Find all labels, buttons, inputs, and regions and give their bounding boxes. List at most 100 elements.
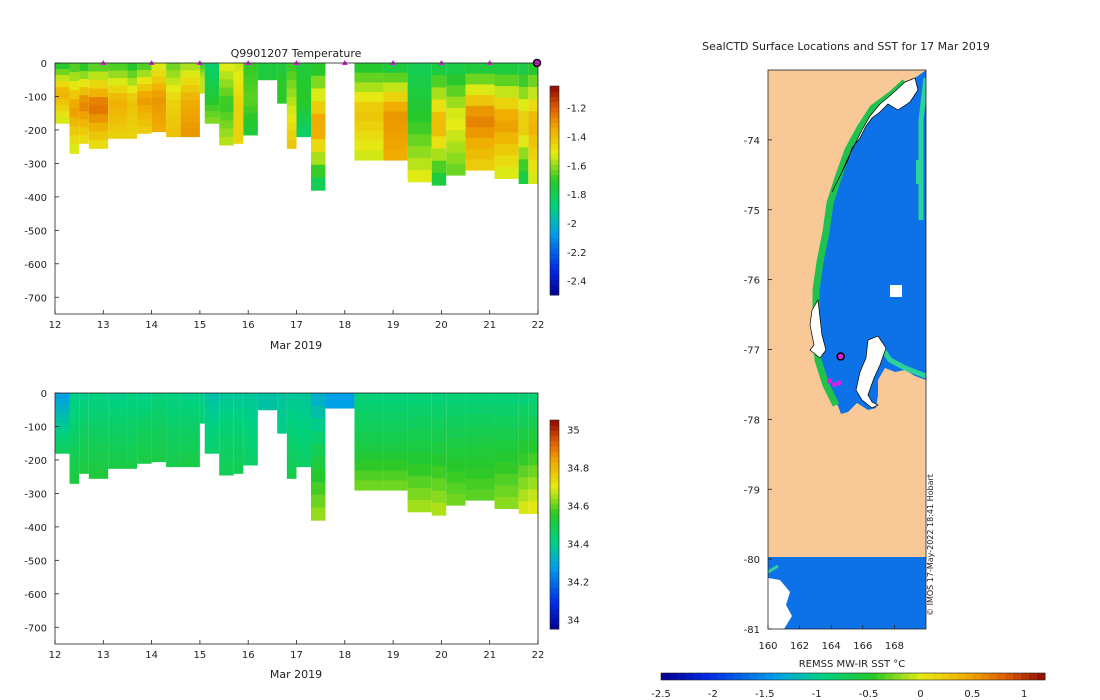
sst-colorbar-step — [701, 673, 710, 680]
profile-cell — [219, 466, 234, 476]
profile-cell — [137, 400, 152, 408]
profile-cell — [383, 130, 408, 142]
profile-cell — [180, 422, 200, 431]
profile-cell — [286, 114, 297, 124]
profile-cell — [166, 451, 181, 460]
x-tick-label: 17 — [290, 650, 303, 661]
sst-colorbar-step — [853, 673, 862, 680]
profile-cell — [446, 96, 466, 109]
profile-cell — [528, 429, 538, 442]
map-x-tick-label: 164 — [822, 641, 841, 652]
profile-cell — [383, 402, 408, 413]
profile-cell — [354, 150, 384, 161]
profile-cell — [257, 401, 278, 404]
colorbar-tick-label: 34 — [567, 616, 580, 627]
profile-cell — [204, 81, 220, 88]
colorbar-step — [550, 576, 559, 583]
profile-cell — [310, 456, 326, 470]
profile-cell — [277, 99, 287, 104]
profile-cell — [431, 478, 447, 492]
profile-cell — [528, 477, 538, 490]
sst-colorbar-step — [989, 673, 998, 680]
profile-cell — [528, 405, 538, 418]
profile-cell — [528, 501, 538, 514]
profile-cell — [407, 428, 432, 442]
colorbar-step — [550, 159, 559, 165]
map-y-tick-label: -80 — [744, 555, 760, 566]
profile-cell — [79, 425, 89, 434]
profile-cell — [233, 425, 244, 434]
profile-cell — [243, 393, 258, 401]
temperature-colorbar: -1.2 -1.4 -1.6 -1.8 -2 -2.2 -2.4 — [549, 85, 587, 296]
profile-cell — [518, 159, 529, 172]
profile-cell — [137, 393, 152, 401]
profile-cell — [494, 143, 519, 156]
profile-cell — [354, 422, 384, 433]
profile-cell — [243, 120, 258, 129]
colorbar-step — [550, 279, 559, 286]
profile-cell — [296, 437, 311, 446]
profile-cell — [233, 79, 244, 88]
profile-cell — [180, 92, 200, 101]
profile-cell — [199, 81, 205, 85]
profile-cell — [69, 420, 80, 430]
profile-cell — [233, 119, 244, 128]
colorbar-step — [550, 498, 559, 505]
profile-cell — [88, 410, 109, 420]
profile-cell — [180, 444, 200, 453]
profile-cell — [199, 411, 205, 415]
profile-cell — [204, 111, 220, 118]
profile-cell — [465, 84, 495, 96]
profile-cell — [257, 74, 278, 77]
colorbar-step — [550, 571, 559, 578]
profile-cell — [219, 136, 234, 146]
colorbar-step — [550, 117, 559, 124]
profile-cell — [180, 400, 200, 409]
profile-cell — [233, 63, 244, 72]
profile-cell — [180, 63, 200, 71]
x-tick-label: 20 — [435, 320, 448, 331]
profile-cell — [233, 71, 244, 80]
colorbar-step — [550, 472, 559, 478]
profile-cell — [199, 87, 205, 91]
colorbar-step — [550, 195, 559, 202]
profile-cell — [55, 87, 70, 94]
x-tick-label: 20 — [435, 650, 448, 661]
seal-position-highlight — [836, 352, 845, 361]
profile-cell — [465, 148, 495, 160]
profile-cell — [166, 129, 181, 138]
colorbar-step — [550, 232, 559, 239]
profile-cell — [286, 418, 297, 428]
sst-colorbar-step — [757, 673, 766, 680]
profile-cell — [446, 63, 466, 75]
profile-cell — [55, 393, 70, 400]
profile-cell — [431, 502, 447, 516]
colorbar-step — [550, 519, 559, 525]
profile-cell — [243, 70, 258, 78]
colorbar-step — [550, 174, 559, 181]
profile-cell — [108, 408, 128, 417]
profile-cell — [69, 402, 80, 412]
profile-cell — [257, 73, 278, 76]
surface-marker — [486, 60, 493, 65]
map-y-tick-label: -75 — [744, 206, 760, 217]
profile-cell — [151, 83, 167, 91]
profile-cell — [69, 438, 80, 448]
profile-cell — [310, 75, 326, 89]
profile-cell — [310, 494, 326, 508]
sst-colorbar-step — [949, 673, 958, 680]
map-y-tick-label: -74 — [744, 136, 760, 147]
colorbar-step — [550, 425, 559, 431]
colorbar-step — [550, 608, 559, 614]
map-y-tick-label: -79 — [744, 485, 760, 496]
surface-marker — [100, 60, 107, 65]
profile-cell — [137, 456, 152, 464]
profile-cell — [204, 75, 220, 82]
profile-cell — [127, 445, 138, 454]
sst-colorbar-step — [1029, 673, 1038, 680]
profile-cell — [383, 460, 408, 472]
profile-cell — [518, 63, 529, 76]
profile-cell — [325, 400, 355, 403]
profile-cell — [407, 464, 432, 477]
profile-cell — [518, 501, 529, 514]
